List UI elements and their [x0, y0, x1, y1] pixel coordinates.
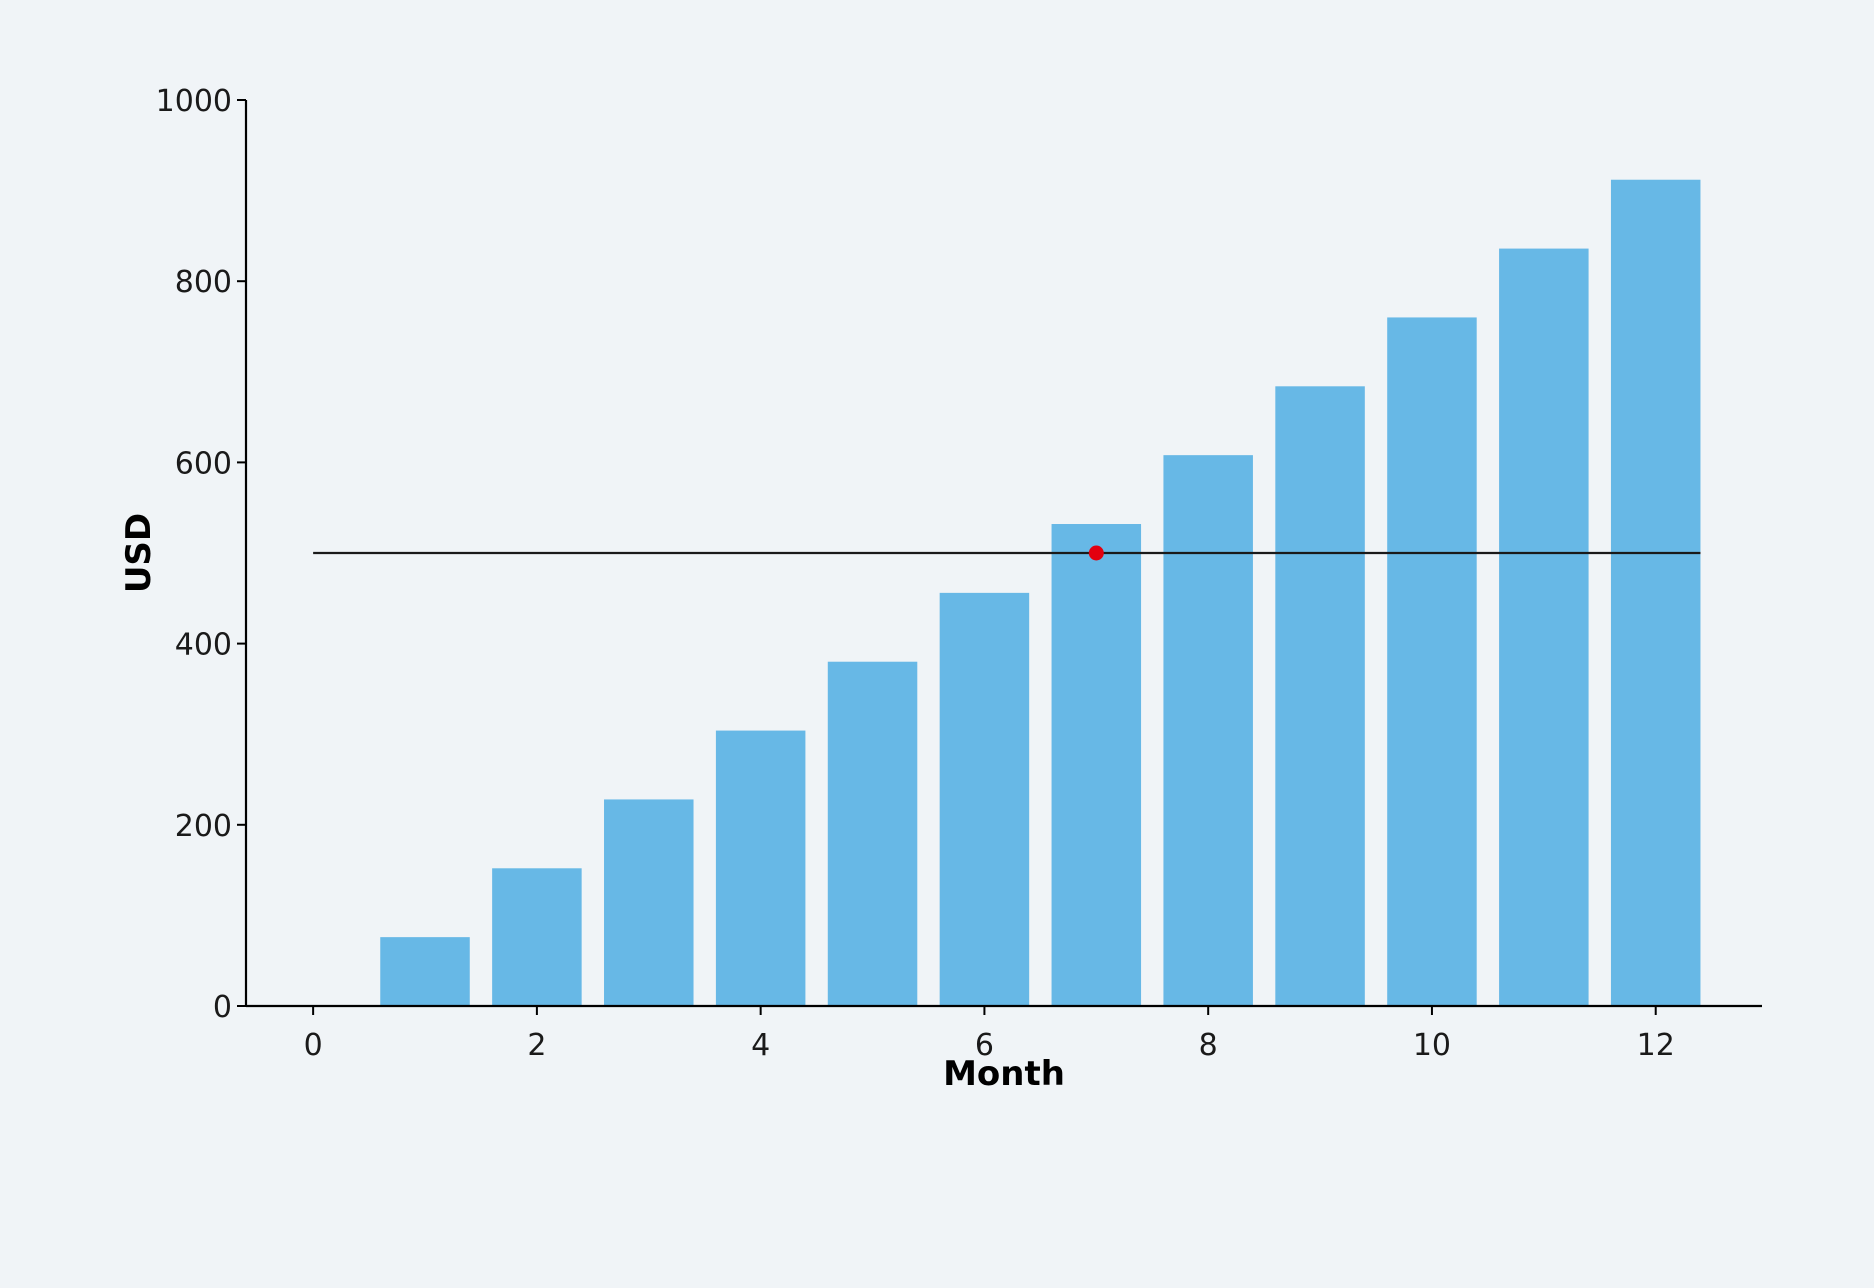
- y-tick-label: 600: [175, 446, 232, 481]
- x-tick-label: 8: [1199, 1028, 1218, 1063]
- y-axis-title: USD: [119, 513, 159, 593]
- x-ticks-group: 0 2 4 6 8 10 12: [304, 1006, 1675, 1063]
- bar: [1610, 179, 1701, 1006]
- reference-layer: [313, 545, 1701, 561]
- marker-point: [1088, 545, 1104, 561]
- bar: [380, 937, 470, 1006]
- y-tick-label: 800: [175, 265, 232, 300]
- y-tick-label: 400: [175, 628, 232, 663]
- bar: [939, 592, 1030, 1006]
- x-tick-label: 6: [975, 1028, 994, 1063]
- axes-group: [244, 100, 1762, 1008]
- y-tick-label: 0: [213, 990, 232, 1025]
- y-tick-label: 200: [175, 809, 232, 844]
- bar: [1275, 386, 1365, 1006]
- bar: [1387, 317, 1477, 1006]
- bar: [715, 730, 806, 1006]
- y-tick-label: 1000: [156, 84, 232, 119]
- bar: [1051, 524, 1142, 1006]
- bar: [827, 661, 918, 1006]
- y-ticks-group: 0 200 400 600 800 1000: [156, 84, 246, 1025]
- x-tick-label: 12: [1637, 1028, 1675, 1063]
- x-tick-label: 2: [527, 1028, 546, 1063]
- bar: [604, 799, 694, 1006]
- bar: [1499, 248, 1589, 1007]
- bars-group: [380, 179, 1701, 1007]
- bar: [1163, 455, 1253, 1007]
- x-tick-label: 10: [1413, 1028, 1451, 1063]
- bar: [492, 868, 582, 1006]
- x-tick-label: 4: [751, 1028, 770, 1063]
- x-axis-title: Month: [943, 1054, 1065, 1094]
- x-tick-label: 0: [304, 1028, 323, 1063]
